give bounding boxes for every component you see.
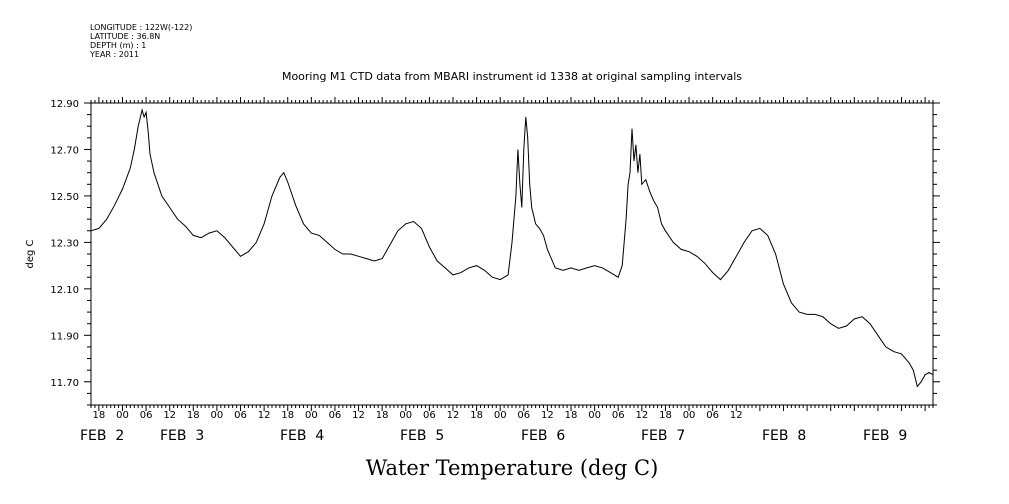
x-day-label: FEB 5 — [400, 428, 444, 444]
x-day-label: FEB 8 — [762, 428, 806, 444]
x-hour-tick-label: 18 — [470, 410, 483, 421]
x-hour-tick-label: 18 — [93, 410, 106, 421]
x-hour-tick-label: 12 — [447, 410, 460, 421]
x-day-label: FEB 6 — [521, 428, 565, 444]
x-hour-tick-label: 00 — [305, 410, 318, 421]
y-tick-label: 12.70 — [50, 145, 79, 156]
plot-frame — [90, 102, 934, 406]
x-hour-tick-label: 12 — [541, 410, 554, 421]
x-hour-tick-label: 18 — [565, 410, 578, 421]
x-hour-tick-label: 06 — [612, 410, 625, 421]
x-hour-tick-label: 06 — [234, 410, 247, 421]
x-hour-tick-label: 12 — [635, 410, 648, 421]
depth-label: DEPTH (m) : 1 — [90, 41, 146, 50]
x-hour-tick-label: 00 — [116, 410, 129, 421]
x-hour-tick-label: 00 — [399, 410, 412, 421]
y-tick-label: 11.90 — [50, 331, 79, 342]
y-axis: 12.90 12.70 12.50 12.30 12.10 11.90 11.70 — [50, 99, 940, 406]
series-line-water-temperature — [90, 108, 934, 388]
y-tick-label: 12.30 — [50, 238, 79, 249]
x-day-label: FEB 9 — [863, 428, 907, 444]
x-hour-tick-label: 12 — [163, 410, 176, 421]
x-axis-label: Water Temperature (deg C) — [366, 456, 659, 480]
x-day-label: FEB 7 — [641, 428, 685, 444]
chart-title: Mooring M1 CTD data from MBARI instrumen… — [282, 70, 742, 83]
x-hour-tick-label: 18 — [659, 410, 672, 421]
x-hour-tick-label: 12 — [352, 410, 365, 421]
latitude-label: LATITUDE : 36.8N — [90, 32, 160, 41]
x-day-label: FEB 3 — [160, 428, 204, 444]
x-hour-tick-label: 00 — [494, 410, 507, 421]
x-axis: 18 00 06 12 18 00 06 12 18 00 06 12 18 00 06 12 18 00 06 12… — [80, 97, 934, 444]
x-day-label: FEB 2 — [80, 428, 124, 444]
x-hour-tick-label: 06 — [140, 410, 153, 421]
x-hour-tick-label: 06 — [329, 410, 342, 421]
x-hour-tick-label: 06 — [423, 410, 436, 421]
x-hour-tick-label: 12 — [730, 410, 743, 421]
y-tick-label: 12.90 — [50, 99, 79, 110]
y-tick-label: 11.70 — [50, 378, 79, 389]
y-tick-label: 12.50 — [50, 192, 79, 203]
x-hour-tick-label: 06 — [517, 410, 530, 421]
longitude-label: LONGITUDE : 122W(-122) — [90, 23, 192, 32]
x-hour-tick-label: 18 — [281, 410, 294, 421]
y-axis-label: deg C — [25, 239, 36, 268]
year-label: YEAR : 2011 — [89, 50, 139, 59]
x-hour-tick-label: 18 — [376, 410, 389, 421]
y-tick-label: 12.10 — [50, 285, 79, 296]
x-hour-tick-label: 00 — [211, 410, 224, 421]
x-hour-tick-label: 12 — [258, 410, 271, 421]
x-hour-tick-label: 18 — [187, 410, 200, 421]
x-hour-tick-label: 06 — [706, 410, 719, 421]
x-hour-tick-label: 00 — [683, 410, 696, 421]
x-hour-tick-label: 00 — [588, 410, 601, 421]
x-day-label: FEB 4 — [280, 428, 324, 444]
